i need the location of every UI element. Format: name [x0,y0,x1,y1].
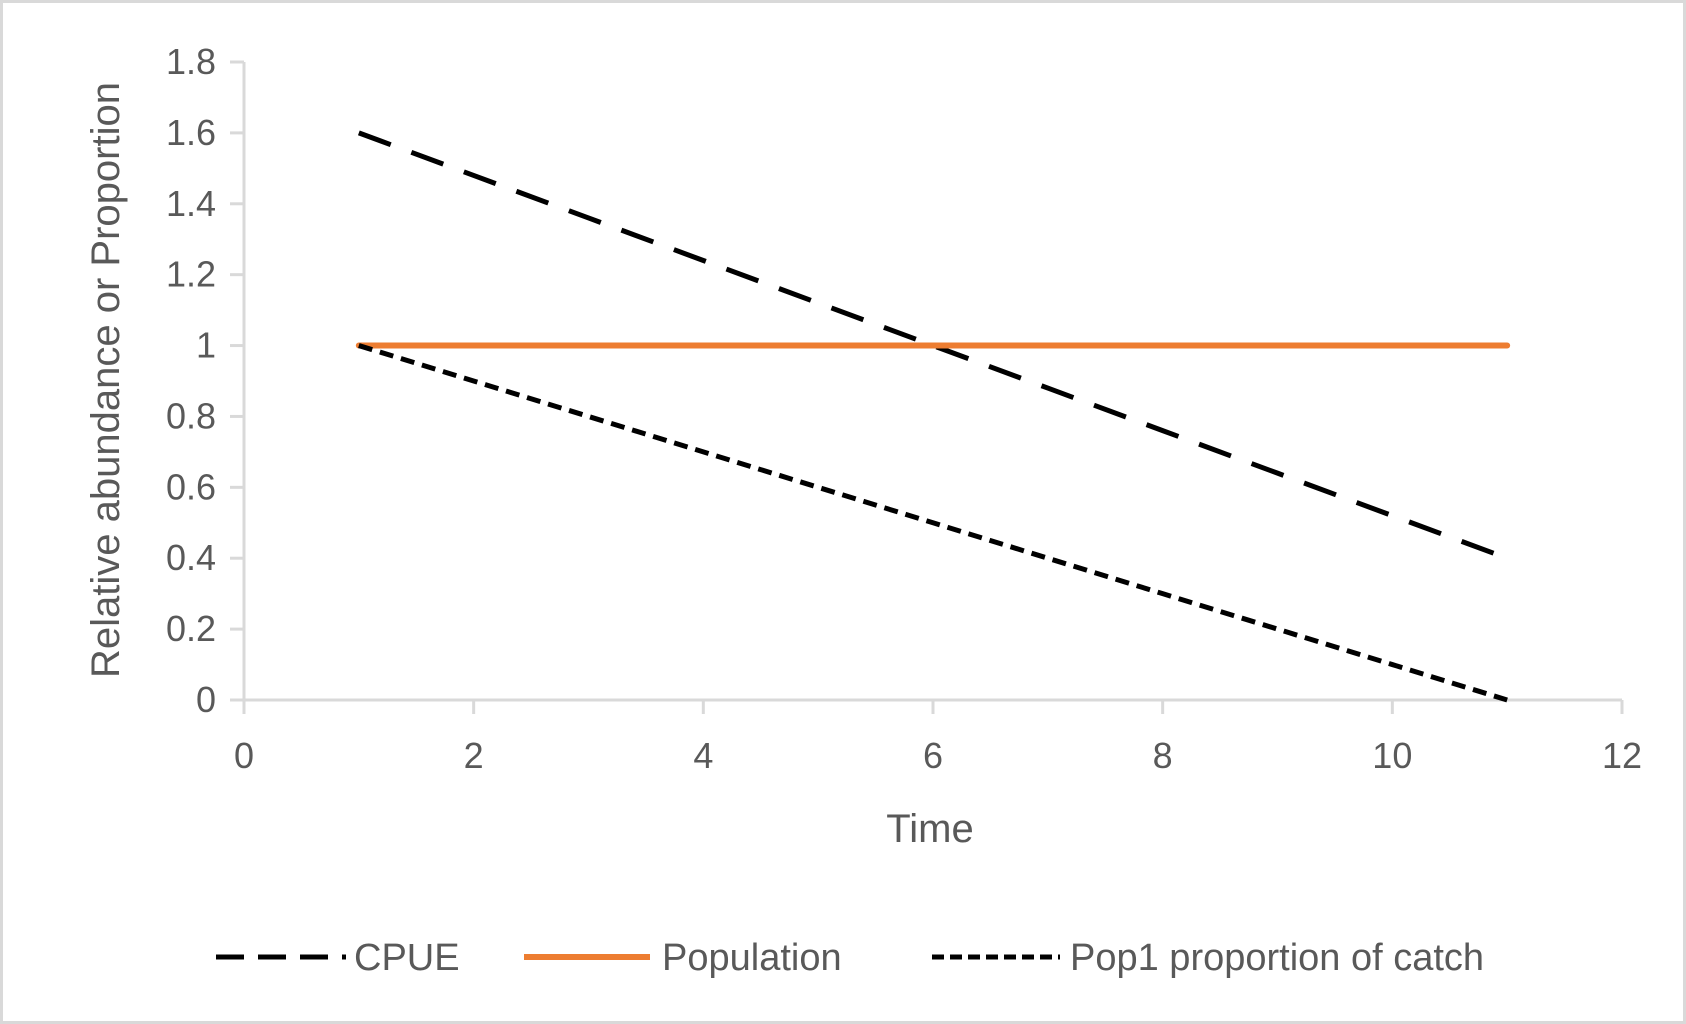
x-axis-title: Time [886,807,973,851]
y-tick-label: 0.2 [166,608,216,649]
legend: CPUE Population Pop1 proportion of catch [216,937,1484,979]
y-tick-label: 1 [196,325,216,366]
legend-label: Pop1 proportion of catch [1070,937,1484,979]
x-tick-label: 12 [1602,735,1642,776]
x-tick-label: 8 [1153,735,1173,776]
legend-label: Population [662,937,842,979]
y-tick-label: 1.8 [166,41,216,82]
x-tick-label: 6 [923,735,943,776]
x-tick-label: 4 [693,735,713,776]
series-lines [355,130,1511,703]
y-axis-title: Relative abundance or Proportion [84,82,128,678]
y-tick-label: 0.6 [166,466,216,507]
legend-label: CPUE [354,937,460,979]
series-line-1 [357,130,1509,561]
y-tick-label: 0.8 [166,395,216,436]
x-tick-label: 2 [464,735,484,776]
x-tick-label: 0 [234,735,254,776]
y-tick-label: 0.4 [166,537,216,578]
x-tick-label: 10 [1372,735,1412,776]
x-tick-labels: 0 2 4 6 8 10 12 [234,735,1642,776]
y-tick-labels: 0 0.2 0.4 0.6 0.8 1 1.2 1.4 1.6 1.8 [166,41,216,720]
y-tick-label: 1.4 [166,183,216,224]
y-tick-label: 1.6 [166,112,216,153]
y-tick-label: 1.2 [166,254,216,295]
y-tick-label: 0 [196,679,216,720]
axes [230,60,1624,714]
series-line-3 [358,343,1508,703]
